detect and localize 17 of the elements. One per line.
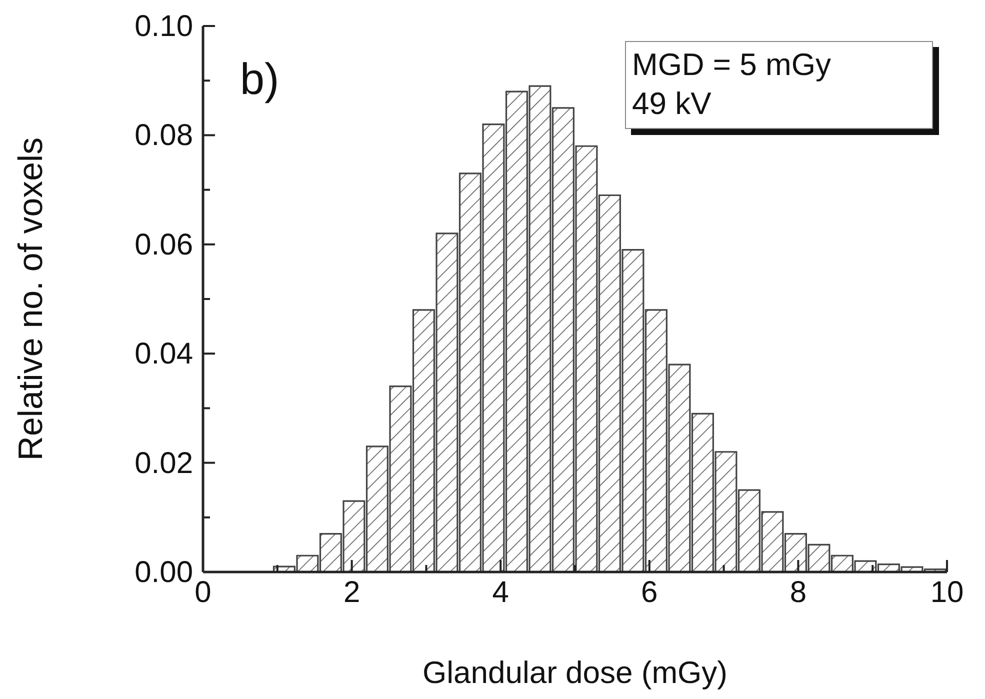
x-tick-label: 6 — [641, 576, 658, 609]
annotation: MGD = 5 mGy — [632, 46, 832, 84]
y-tick-label: 0.10 — [134, 10, 193, 43]
x-tick-label: 4 — [492, 576, 509, 609]
x-tick-label: 0 — [194, 576, 212, 609]
y-tick-label: 0.00 — [134, 556, 193, 589]
x-tick-label: 10 — [930, 576, 964, 609]
y-tick-label: 0.06 — [134, 228, 193, 262]
y-tick-label: 0.08 — [134, 119, 193, 152]
annotation: 49 kV — [632, 84, 712, 123]
x-axis-title: Glandular dose (mGy) — [422, 655, 728, 690]
y-tick-label: 0.04 — [134, 338, 193, 371]
y-axis-title: Relative no. of voxels — [12, 137, 50, 461]
annotation: b) — [240, 55, 280, 104]
x-tick-label: 8 — [790, 576, 807, 609]
y-tick-label: 0.02 — [134, 446, 193, 480]
x-tick-label: 2 — [343, 576, 360, 609]
